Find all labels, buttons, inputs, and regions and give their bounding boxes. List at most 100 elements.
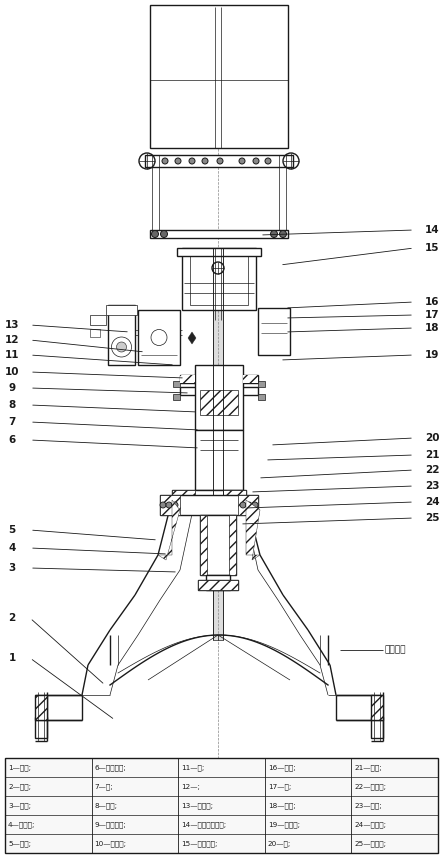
- Circle shape: [240, 502, 246, 508]
- Text: 15: 15: [425, 243, 439, 253]
- Text: 3: 3: [8, 563, 16, 573]
- Text: 24—开启冲;: 24—开启冲;: [354, 821, 386, 828]
- Bar: [258, 394, 265, 400]
- Text: 23—密封;: 23—密封;: [354, 802, 382, 809]
- Bar: [106, 305, 137, 315]
- Text: 19—压力表;: 19—压力表;: [268, 821, 300, 828]
- Text: 2—阀座;: 2—阀座;: [8, 783, 31, 790]
- Bar: [190, 253, 248, 305]
- Text: 9—填料压盖;: 9—填料压盖;: [95, 821, 126, 828]
- Bar: [195, 365, 243, 430]
- Circle shape: [172, 501, 179, 509]
- Text: 10—填料圈;: 10—填料圈;: [95, 840, 127, 847]
- Text: 20—阀;: 20—阀;: [268, 840, 291, 847]
- Circle shape: [166, 502, 172, 508]
- Text: 25—阀量盖;: 25—阀量盖;: [354, 840, 386, 847]
- Bar: [229, 515, 236, 575]
- Text: 16—机座;: 16—机座;: [268, 764, 295, 770]
- Text: 17: 17: [425, 310, 439, 320]
- Text: 13: 13: [5, 320, 19, 330]
- Text: 23: 23: [425, 481, 439, 491]
- Bar: [180, 387, 258, 395]
- Circle shape: [172, 502, 178, 508]
- Text: 8: 8: [8, 400, 16, 410]
- Text: 22: 22: [425, 465, 439, 475]
- Text: 4—下阀片;: 4—下阀片;: [8, 821, 35, 828]
- Text: 15—限位开关;: 15—限位开关;: [181, 840, 218, 847]
- Circle shape: [189, 158, 195, 164]
- Bar: [172, 490, 195, 500]
- Bar: [90, 315, 106, 325]
- Text: 6: 6: [8, 435, 16, 445]
- Circle shape: [265, 158, 271, 164]
- Text: 13—过滤器;: 13—过滤器;: [181, 802, 213, 809]
- Text: 7: 7: [8, 417, 16, 427]
- Bar: [173, 394, 180, 400]
- Text: 11: 11: [5, 350, 19, 360]
- Text: 1—阀体;: 1—阀体;: [8, 764, 31, 770]
- Circle shape: [246, 502, 252, 508]
- Bar: [200, 390, 238, 415]
- Bar: [200, 515, 207, 575]
- Bar: [223, 490, 246, 500]
- Bar: [213, 248, 223, 640]
- Circle shape: [252, 502, 258, 508]
- Polygon shape: [188, 332, 196, 344]
- Text: 18—压力;: 18—压力;: [268, 802, 295, 809]
- Bar: [258, 308, 290, 355]
- Text: 介质流向: 介质流向: [385, 645, 407, 655]
- Text: 4: 4: [8, 543, 16, 553]
- Circle shape: [226, 501, 233, 509]
- Circle shape: [239, 158, 245, 164]
- Bar: [150, 5, 288, 148]
- Text: 11—柱;: 11—柱;: [181, 764, 205, 770]
- Text: 2: 2: [8, 613, 16, 623]
- Text: 7—阀;: 7—阀;: [95, 783, 113, 790]
- Bar: [213, 248, 223, 640]
- Bar: [90, 329, 100, 337]
- Text: 19: 19: [425, 350, 439, 360]
- Text: 5—垄片;: 5—垄片;: [8, 840, 31, 847]
- Text: 10: 10: [5, 367, 19, 377]
- Circle shape: [117, 342, 127, 352]
- Text: 21—螺柱;: 21—螺柱;: [354, 764, 382, 770]
- Text: 3—阀杆;: 3—阀杆;: [8, 802, 31, 809]
- Bar: [206, 575, 230, 590]
- Text: 20: 20: [425, 433, 439, 443]
- Bar: [371, 717, 383, 738]
- Polygon shape: [246, 500, 260, 560]
- Text: 18: 18: [425, 323, 439, 333]
- Bar: [172, 490, 246, 500]
- Text: 21: 21: [425, 450, 439, 460]
- Circle shape: [160, 231, 167, 238]
- Bar: [145, 155, 293, 167]
- Bar: [180, 375, 258, 383]
- Polygon shape: [158, 500, 180, 560]
- Bar: [35, 695, 47, 720]
- Bar: [200, 515, 236, 575]
- Bar: [173, 381, 180, 387]
- Bar: [5, 758, 438, 853]
- Text: 1: 1: [8, 653, 16, 663]
- Circle shape: [152, 231, 159, 238]
- Text: 14: 14: [425, 225, 439, 235]
- Bar: [206, 583, 230, 590]
- Bar: [371, 695, 383, 720]
- Bar: [258, 381, 265, 387]
- Bar: [160, 495, 258, 515]
- Bar: [108, 305, 135, 365]
- Text: 24: 24: [425, 497, 439, 507]
- Bar: [138, 310, 180, 365]
- Text: 14—气动执行机构;: 14—气动执行机构;: [181, 821, 226, 828]
- Bar: [150, 230, 288, 238]
- Bar: [198, 580, 238, 590]
- Text: 12: 12: [5, 335, 19, 345]
- Text: 9: 9: [8, 383, 16, 393]
- Text: 8—填料;: 8—填料;: [95, 802, 117, 809]
- Bar: [238, 495, 258, 515]
- Text: 16: 16: [425, 297, 439, 307]
- Bar: [243, 375, 258, 383]
- Bar: [198, 580, 238, 590]
- Text: 5: 5: [8, 525, 16, 535]
- Bar: [195, 430, 243, 490]
